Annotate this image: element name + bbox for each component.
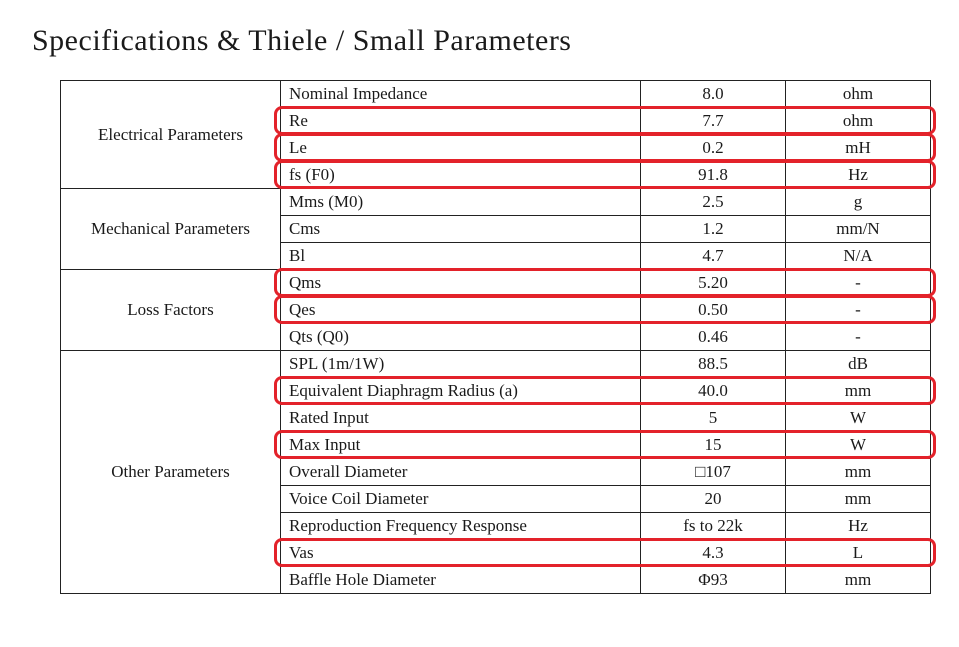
unit-cell: Hz bbox=[786, 513, 931, 540]
category-cell: Electrical Parameters bbox=[61, 81, 281, 189]
unit-cell: mm bbox=[786, 486, 931, 513]
unit-cell: ohm bbox=[786, 108, 931, 135]
param-cell: Re bbox=[281, 108, 641, 135]
param-cell: Overall Diameter bbox=[281, 459, 641, 486]
value-cell: 1.2 bbox=[641, 216, 786, 243]
param-cell: Mms (M0) bbox=[281, 189, 641, 216]
param-cell: Vas bbox=[281, 540, 641, 567]
param-cell: Rated Input bbox=[281, 405, 641, 432]
unit-cell: L bbox=[786, 540, 931, 567]
value-cell: 0.2 bbox=[641, 135, 786, 162]
param-cell: Le bbox=[281, 135, 641, 162]
param-cell: Reproduction Frequency Response bbox=[281, 513, 641, 540]
value-cell: 4.3 bbox=[641, 540, 786, 567]
category-cell: Other Parameters bbox=[61, 351, 281, 594]
param-cell: SPL (1m/1W) bbox=[281, 351, 641, 378]
unit-cell: dB bbox=[786, 351, 931, 378]
table-row: Electrical ParametersNominal Impedance8.… bbox=[61, 81, 931, 108]
value-cell: 8.0 bbox=[641, 81, 786, 108]
table-row: Other ParametersSPL (1m/1W)88.5dB bbox=[61, 351, 931, 378]
unit-cell: mm bbox=[786, 567, 931, 594]
unit-cell: - bbox=[786, 297, 931, 324]
value-cell: 88.5 bbox=[641, 351, 786, 378]
unit-cell: mm bbox=[786, 378, 931, 405]
value-cell: 2.5 bbox=[641, 189, 786, 216]
unit-cell: - bbox=[786, 270, 931, 297]
unit-cell: N/A bbox=[786, 243, 931, 270]
value-cell: 7.7 bbox=[641, 108, 786, 135]
category-cell: Loss Factors bbox=[61, 270, 281, 351]
param-cell: Max Input bbox=[281, 432, 641, 459]
param-cell: Voice Coil Diameter bbox=[281, 486, 641, 513]
param-cell: Baffle Hole Diameter bbox=[281, 567, 641, 594]
unit-cell: g bbox=[786, 189, 931, 216]
param-cell: fs (F0) bbox=[281, 162, 641, 189]
param-cell: Equivalent Diaphragm Radius (a) bbox=[281, 378, 641, 405]
unit-cell: - bbox=[786, 324, 931, 351]
unit-cell: mm bbox=[786, 459, 931, 486]
table-row: Loss FactorsQms5.20- bbox=[61, 270, 931, 297]
spec-table-wrap: Electrical ParametersNominal Impedance8.… bbox=[60, 80, 927, 594]
param-cell: Qts (Q0) bbox=[281, 324, 641, 351]
param-cell: Qms bbox=[281, 270, 641, 297]
value-cell: 91.8 bbox=[641, 162, 786, 189]
param-cell: Nominal Impedance bbox=[281, 81, 641, 108]
page-title: Specifications & Thiele / Small Paramete… bbox=[32, 24, 927, 58]
value-cell: 40.0 bbox=[641, 378, 786, 405]
param-cell: Bl bbox=[281, 243, 641, 270]
unit-cell: ohm bbox=[786, 81, 931, 108]
unit-cell: W bbox=[786, 432, 931, 459]
value-cell: □107 bbox=[641, 459, 786, 486]
unit-cell: Hz bbox=[786, 162, 931, 189]
param-cell: Cms bbox=[281, 216, 641, 243]
value-cell: fs to 22k bbox=[641, 513, 786, 540]
value-cell: 0.46 bbox=[641, 324, 786, 351]
param-cell: Qes bbox=[281, 297, 641, 324]
value-cell: 5.20 bbox=[641, 270, 786, 297]
category-cell: Mechanical Parameters bbox=[61, 189, 281, 270]
unit-cell: W bbox=[786, 405, 931, 432]
unit-cell: mH bbox=[786, 135, 931, 162]
value-cell: 4.7 bbox=[641, 243, 786, 270]
table-row: Mechanical ParametersMms (M0)2.5g bbox=[61, 189, 931, 216]
value-cell: 15 bbox=[641, 432, 786, 459]
value-cell: 5 bbox=[641, 405, 786, 432]
spec-table: Electrical ParametersNominal Impedance8.… bbox=[60, 80, 931, 594]
value-cell: Φ93 bbox=[641, 567, 786, 594]
value-cell: 0.50 bbox=[641, 297, 786, 324]
unit-cell: mm/N bbox=[786, 216, 931, 243]
value-cell: 20 bbox=[641, 486, 786, 513]
